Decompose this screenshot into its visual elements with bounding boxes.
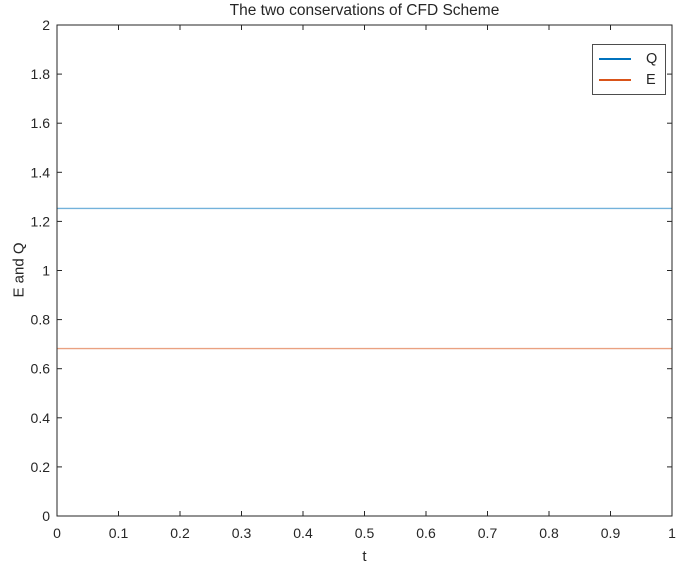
y-tick-label: 1.6	[31, 115, 51, 131]
x-tick-label: 0	[53, 525, 61, 541]
y-tick-label: 1	[42, 263, 50, 279]
y-axis-label: E and Q	[10, 242, 28, 298]
y-tick-label: 0	[42, 508, 50, 524]
x-tick-label: 0.5	[355, 525, 375, 541]
x-tick-label: 0.9	[601, 525, 621, 541]
x-tick-label: 0.2	[170, 525, 190, 541]
legend-line-q-icon	[599, 58, 631, 61]
legend-entry-q: Q	[593, 49, 665, 69]
y-tick-label: 0.6	[31, 361, 51, 377]
legend-label-q: Q	[646, 51, 658, 67]
legend: Q E	[592, 44, 666, 95]
y-tick-label: 1.4	[31, 164, 51, 180]
chart-title: The two conservations of CFD Scheme	[229, 2, 500, 19]
legend-label-e: E	[646, 71, 656, 88]
x-tick-label: 0.4	[293, 525, 313, 541]
y-tick-label: 0.2	[31, 459, 51, 475]
y-tick-label: 2	[42, 17, 50, 33]
x-tick-label: 0.1	[109, 525, 129, 541]
legend-entry-e: E	[593, 70, 665, 90]
x-tick-label: 0.3	[232, 525, 252, 541]
y-tick-label: 1.2	[31, 213, 51, 229]
x-tick-label: 0.6	[416, 525, 436, 541]
y-tick-label: 0.4	[31, 410, 51, 426]
x-tick-label: 0.8	[539, 525, 559, 541]
x-axis-label: t	[362, 548, 367, 565]
y-tick-label: 0.8	[31, 312, 51, 328]
x-tick-label: 0.7	[478, 525, 498, 541]
legend-line-e-icon	[599, 78, 631, 81]
y-tick-label: 1.8	[31, 66, 51, 82]
axes-box	[56, 24, 673, 517]
x-tick-label: 1	[668, 525, 676, 541]
